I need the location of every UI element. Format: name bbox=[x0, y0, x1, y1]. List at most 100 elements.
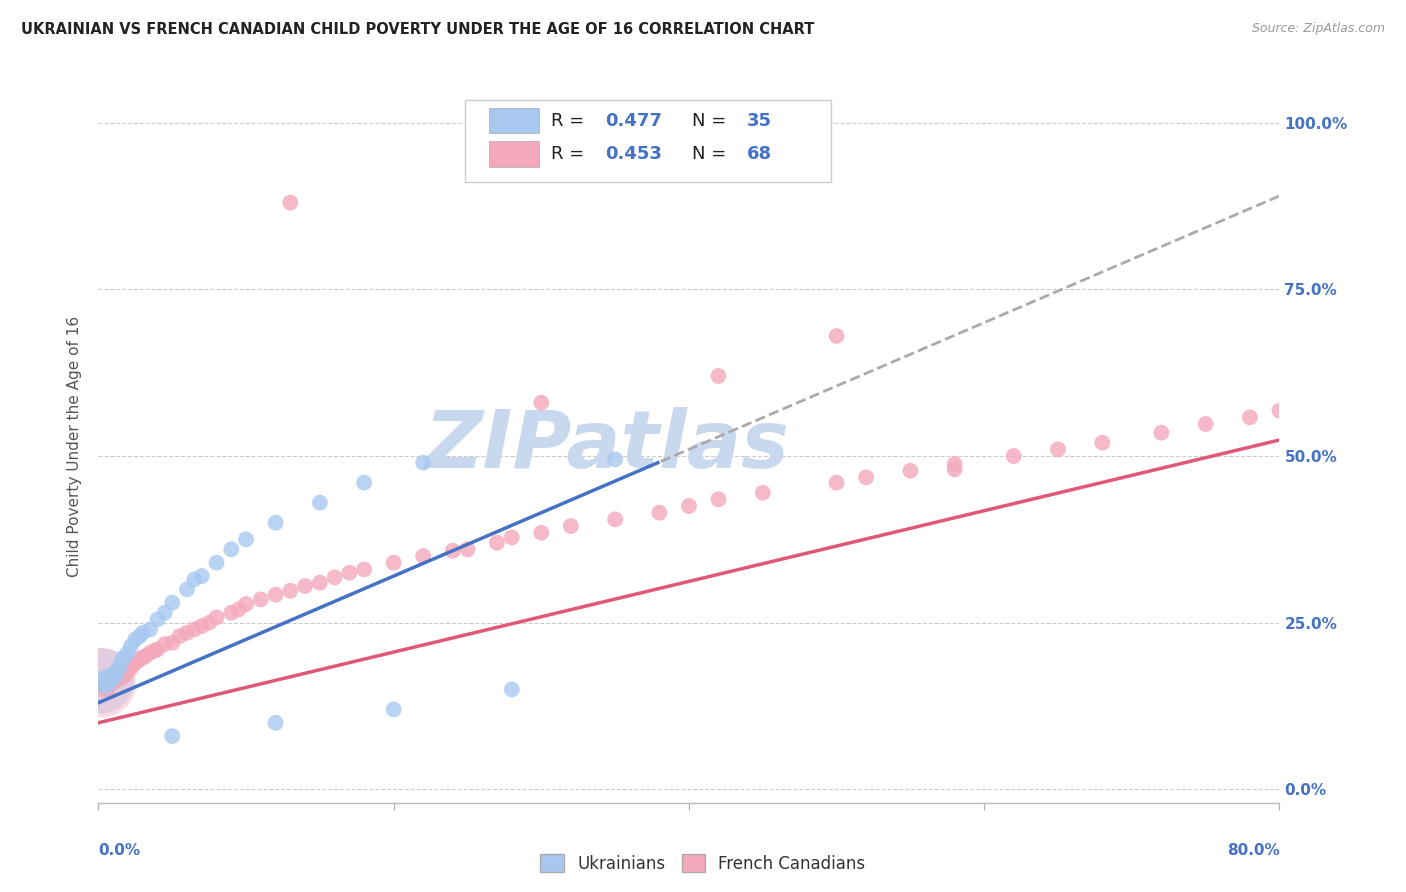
FancyBboxPatch shape bbox=[489, 108, 538, 134]
Point bbox=[96, 675, 118, 690]
Point bbox=[339, 566, 361, 580]
Text: 0.453: 0.453 bbox=[605, 145, 662, 163]
Text: 0.477: 0.477 bbox=[605, 112, 662, 129]
Point bbox=[855, 470, 877, 484]
Point bbox=[90, 673, 112, 687]
Point bbox=[125, 654, 148, 668]
Text: N =: N = bbox=[693, 112, 733, 129]
Point bbox=[943, 457, 966, 471]
Point bbox=[353, 562, 375, 576]
Point bbox=[132, 650, 155, 665]
Point bbox=[264, 588, 287, 602]
Point bbox=[114, 667, 136, 681]
Point bbox=[146, 642, 169, 657]
Point bbox=[110, 665, 132, 680]
Text: UKRAINIAN VS FRENCH CANADIAN CHILD POVERTY UNDER THE AGE OF 16 CORRELATION CHART: UKRAINIAN VS FRENCH CANADIAN CHILD POVER… bbox=[21, 22, 814, 37]
Point bbox=[103, 667, 125, 681]
Point bbox=[105, 673, 128, 688]
Point bbox=[1268, 403, 1291, 417]
Point bbox=[90, 675, 112, 690]
Point bbox=[103, 673, 125, 687]
FancyBboxPatch shape bbox=[489, 142, 538, 167]
Text: 0.0%: 0.0% bbox=[98, 843, 141, 858]
Point bbox=[91, 675, 114, 690]
Point bbox=[146, 612, 169, 626]
Point bbox=[162, 729, 183, 743]
Point bbox=[120, 639, 142, 653]
Point bbox=[111, 652, 134, 666]
Point bbox=[94, 679, 117, 693]
Point bbox=[678, 499, 700, 513]
Point bbox=[198, 615, 221, 630]
Point bbox=[96, 669, 118, 683]
Point bbox=[100, 670, 122, 684]
Point bbox=[205, 556, 228, 570]
Point bbox=[117, 646, 139, 660]
Point bbox=[191, 569, 214, 583]
Text: 35: 35 bbox=[747, 112, 772, 129]
Point bbox=[107, 662, 129, 676]
Point bbox=[1091, 435, 1114, 450]
Point bbox=[501, 530, 523, 544]
Point bbox=[97, 681, 120, 695]
Point bbox=[707, 368, 730, 383]
Point bbox=[191, 619, 214, 633]
Point bbox=[107, 669, 129, 683]
Point bbox=[825, 329, 848, 343]
Point bbox=[457, 542, 479, 557]
Point bbox=[228, 602, 250, 616]
Point bbox=[1046, 442, 1070, 457]
Point bbox=[353, 475, 375, 490]
Point bbox=[122, 657, 145, 671]
Point bbox=[280, 195, 302, 210]
Point bbox=[183, 623, 205, 637]
Point bbox=[98, 674, 121, 689]
Point bbox=[530, 525, 553, 540]
Point bbox=[128, 629, 150, 643]
Text: 68: 68 bbox=[747, 145, 772, 163]
Point bbox=[235, 597, 257, 611]
Point bbox=[264, 516, 287, 530]
Point bbox=[169, 629, 191, 643]
Point bbox=[309, 575, 332, 590]
Point bbox=[1195, 417, 1218, 431]
Point bbox=[205, 610, 228, 624]
Point bbox=[648, 506, 671, 520]
Point bbox=[111, 670, 134, 684]
Point bbox=[183, 573, 205, 587]
Point bbox=[162, 636, 183, 650]
Point bbox=[91, 679, 114, 693]
Text: 80.0%: 80.0% bbox=[1226, 843, 1279, 858]
Point bbox=[124, 632, 146, 647]
Point bbox=[105, 669, 128, 683]
Point bbox=[139, 623, 162, 637]
Text: Source: ZipAtlas.com: Source: ZipAtlas.com bbox=[1251, 22, 1385, 36]
Y-axis label: Child Poverty Under the Age of 16: Child Poverty Under the Age of 16 bbox=[67, 316, 83, 576]
Point bbox=[162, 596, 183, 610]
Point bbox=[441, 543, 464, 558]
Point bbox=[264, 715, 287, 730]
Point bbox=[135, 649, 157, 664]
Point bbox=[1002, 449, 1025, 463]
Point bbox=[90, 675, 112, 690]
Point bbox=[221, 542, 243, 557]
Point bbox=[560, 519, 582, 533]
Point bbox=[294, 579, 316, 593]
Point bbox=[153, 606, 176, 620]
FancyBboxPatch shape bbox=[464, 100, 831, 182]
Point bbox=[139, 646, 162, 660]
Point bbox=[752, 485, 775, 500]
Text: R =: R = bbox=[551, 112, 589, 129]
Point bbox=[221, 606, 243, 620]
Point bbox=[235, 533, 257, 547]
Point bbox=[605, 512, 627, 526]
Point bbox=[128, 652, 150, 666]
Point bbox=[104, 670, 127, 684]
Point bbox=[412, 456, 434, 470]
Legend: Ukrainians, French Canadians: Ukrainians, French Canadians bbox=[534, 847, 872, 880]
Text: R =: R = bbox=[551, 145, 589, 163]
Point bbox=[943, 462, 966, 476]
Point bbox=[114, 649, 136, 664]
Point bbox=[100, 674, 122, 689]
Point bbox=[412, 549, 434, 563]
